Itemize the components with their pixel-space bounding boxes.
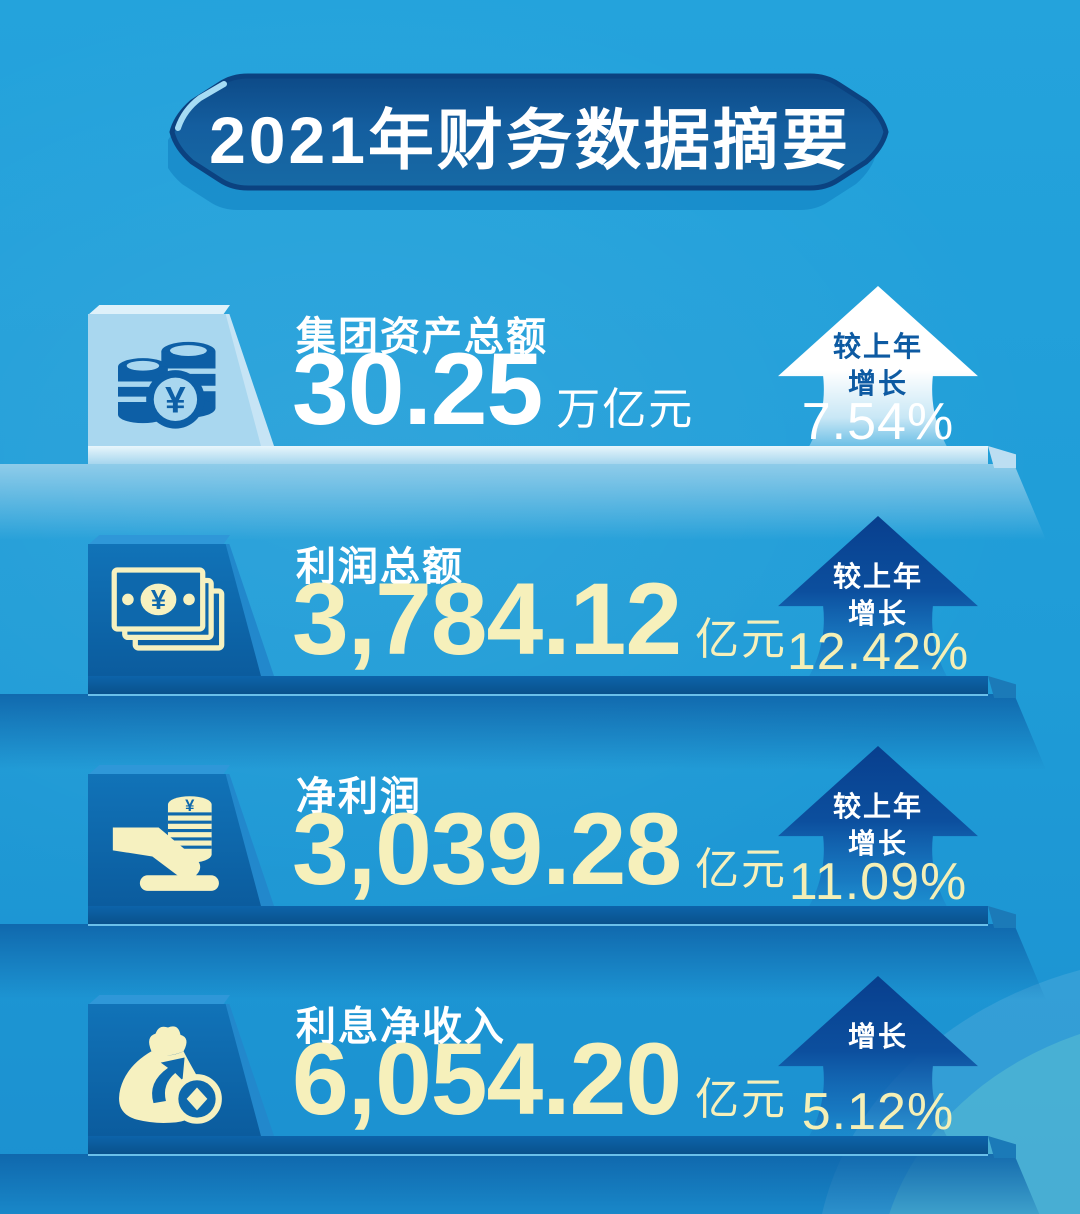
metric-value: 30.25	[292, 332, 543, 446]
metric-unit: 万亿元	[556, 385, 695, 434]
page-title: 2021年财务数据摘要	[209, 103, 851, 177]
metric-row-total-profit: 较上年 增长 12.42% ¥ 利润总额 3,784.12 亿	[0, 508, 1080, 770]
metric-value-line: 6,054.20 亿元	[292, 1022, 788, 1136]
metric-unit: 亿元	[695, 1075, 788, 1124]
hand-coins-icon: ¥	[112, 796, 219, 891]
svg-text:¥: ¥	[185, 796, 195, 815]
metric-unit: 亿元	[695, 845, 788, 894]
growth-caption: 较上年 增长	[758, 328, 998, 402]
metric-label: 利息净收入	[296, 1005, 506, 1049]
growth-arrow: 较上年 增长 7.54%	[758, 284, 998, 499]
growth-value: 7.54%	[801, 393, 955, 451]
growth-arrow: 增长 5.12%	[758, 974, 998, 1189]
growth-caption-line1: 增长	[847, 1021, 908, 1052]
icon-panel	[88, 995, 274, 1136]
growth-caption-line2: 增长	[847, 598, 908, 629]
icon-panel: ¥	[88, 305, 274, 446]
growth-caption-line1: 较上年	[832, 791, 923, 822]
metric-value: 6,054.20	[292, 1022, 682, 1136]
icon-panel: ¥	[88, 765, 274, 906]
up-arrow-icon	[778, 975, 978, 1165]
icon-panel: ¥	[88, 535, 274, 676]
svg-text:¥: ¥	[165, 379, 186, 420]
growth-caption: 较上年 增长	[758, 788, 998, 862]
metric-row-assets: 较上年 增长 7.54%	[0, 278, 1080, 540]
metric-row-net-profit: 较上年 增长 11.09% ¥ 净利润 3,039.28 亿元	[0, 738, 1080, 1000]
banknotes-icon: ¥	[111, 567, 225, 651]
platform-strip	[88, 676, 988, 696]
up-arrow-icon	[778, 285, 978, 475]
metric-label: 集团资产总额	[296, 315, 548, 359]
panel-bevel	[88, 995, 230, 1005]
coins-icon: ¥	[118, 341, 216, 429]
growth-caption-line2: 增长	[847, 368, 908, 399]
money-bag-icon	[119, 1026, 222, 1124]
metric-value-line: 30.25 万亿元	[292, 332, 695, 446]
metric-value: 3,039.28	[292, 792, 682, 906]
banner-shape	[168, 73, 889, 210]
metric-row-net-interest-income: 增长 5.12% 利息净收入 6,054.20 亿元	[0, 968, 1080, 1214]
growth-arrow: 较上年 增长 12.42%	[758, 514, 998, 729]
platform-strip	[88, 1136, 988, 1156]
up-arrow-icon	[778, 515, 978, 705]
panel-bevel	[88, 535, 230, 545]
growth-caption: 增长	[758, 1018, 998, 1055]
growth-caption-line2: 增长	[847, 828, 908, 859]
metric-label: 净利润	[296, 775, 422, 819]
growth-value: 5.12%	[801, 1083, 955, 1141]
metric-unit: 亿元	[695, 615, 788, 664]
growth-caption-line1: 较上年	[832, 561, 923, 592]
metric-label: 利润总额	[296, 545, 464, 589]
up-arrow-icon	[778, 745, 978, 935]
metric-value: 3,784.12	[292, 562, 682, 676]
panel-bevel	[88, 305, 230, 315]
svg-text:¥: ¥	[151, 584, 167, 615]
platform-strip	[88, 446, 988, 464]
platform-face	[0, 1154, 1046, 1214]
title-banner: 2021年财务数据摘要	[168, 58, 892, 230]
metric-value-line: 3,784.12 亿元	[292, 562, 788, 676]
growth-caption: 较上年 增长	[758, 558, 998, 632]
metric-value-line: 3,039.28 亿元	[292, 792, 788, 906]
growth-value: 12.42%	[786, 623, 970, 681]
platform-strip	[88, 906, 988, 926]
growth-arrow: 较上年 增长 11.09%	[758, 744, 998, 959]
panel-bevel	[88, 765, 230, 775]
growth-value: 11.09%	[788, 853, 968, 911]
growth-caption-line1: 较上年	[832, 331, 923, 362]
